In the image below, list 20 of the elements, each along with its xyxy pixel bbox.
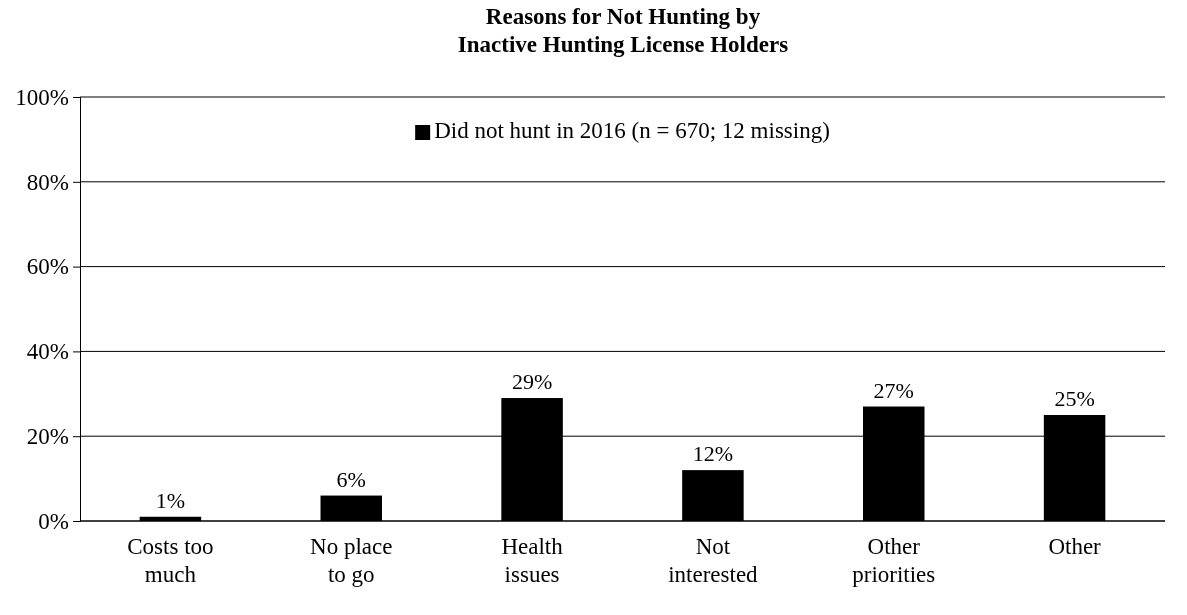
y-tick-label: 60%	[26, 254, 69, 280]
chart-title: Reasons for Not Hunting by Inactive Hunting License Holders	[457, 4, 789, 57]
data-label: 1%	[155, 487, 186, 513]
data-label: 12%	[692, 441, 734, 467]
legend-label: Did not hunt in 2016 (n = 670; 12 missing)	[434, 118, 830, 143]
x-tick-label: Costs too much	[127, 534, 214, 587]
x-tick-label: Not interested	[668, 534, 759, 587]
x-tick-label: Other	[1048, 534, 1102, 559]
data-label: 29%	[511, 369, 553, 395]
y-tick-label: 0%	[38, 508, 69, 534]
data-label: 27%	[873, 377, 914, 403]
y-tick-label: 40%	[26, 339, 69, 365]
y-tick-label: 20%	[26, 424, 69, 450]
data-label: 6%	[336, 466, 366, 492]
x-tick-label: Other priorities	[852, 534, 936, 587]
data-label: 25%	[1054, 386, 1095, 411]
y-tick-label: 100%	[15, 84, 69, 110]
y-tick-label: 80%	[26, 169, 69, 195]
x-tick-label: Health issues	[501, 534, 564, 587]
x-tick-label: No place to go	[310, 534, 393, 587]
